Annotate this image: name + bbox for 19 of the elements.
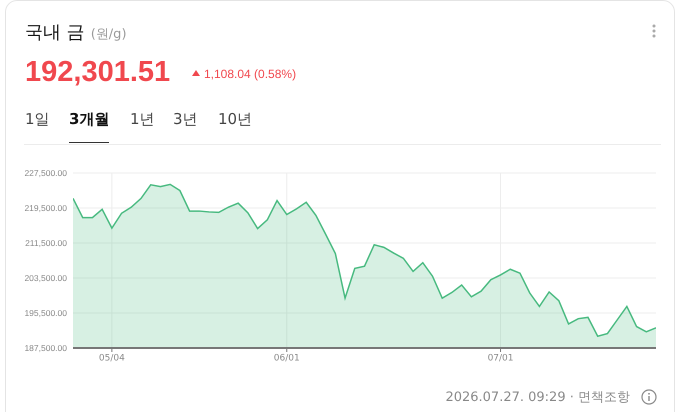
chart-title: 국내 금: [25, 22, 85, 43]
y-tick-label: 195,500.00: [24, 308, 68, 318]
x-tick-label: 05/04: [98, 353, 126, 364]
y-tick-label: 211,500.00: [25, 238, 68, 248]
chart-subtitle: (원/g): [90, 27, 127, 42]
text: 3개월: [69, 110, 110, 129]
x-tick-label: 07/01: [488, 353, 514, 364]
x-tick-label: 06/01: [274, 353, 300, 364]
text: 10년: [218, 110, 252, 129]
y-tick-label: 227,500.00: [24, 168, 68, 178]
text: 3년: [173, 110, 198, 129]
y-tick-label: 219,500.00: [24, 203, 68, 214]
text: 2026.07.27. 09:29 · 면책조항: [445, 389, 630, 406]
y-tick-label: 203,500.00: [24, 273, 68, 284]
text: 192,301.51: [25, 56, 170, 89]
text: 1년: [130, 110, 155, 129]
text: 1일: [25, 110, 50, 129]
y-tick-label: 187,500.00: [24, 343, 68, 354]
text: 1,108.04 (0.58%): [204, 67, 296, 81]
